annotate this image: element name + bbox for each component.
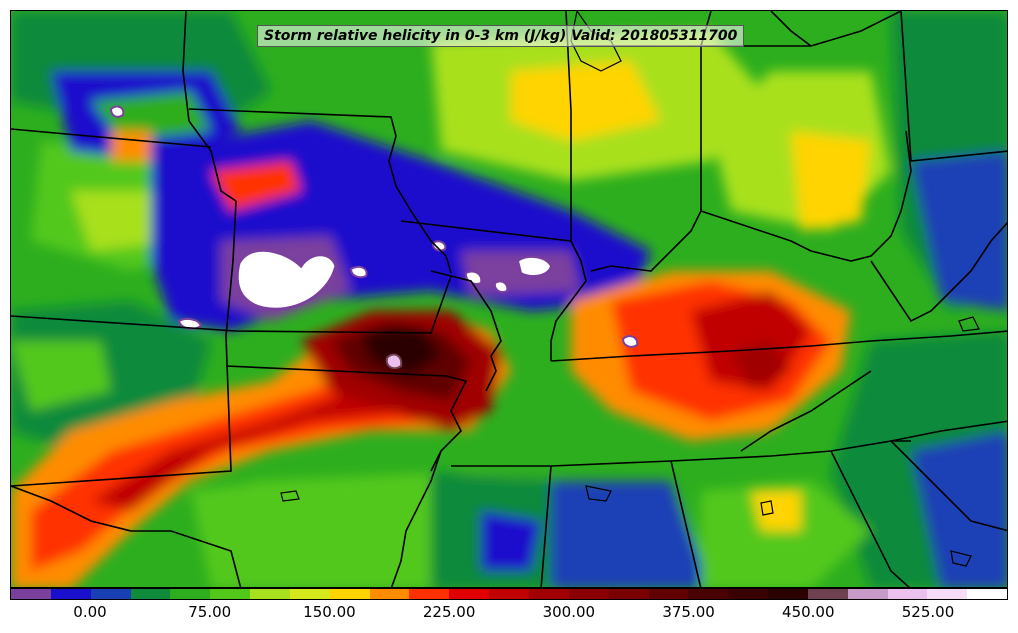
colorbar-ticks: 0.00 75.00 150.00 225.00 300.00 375.00 450.00 5… xyxy=(10,600,1008,630)
colorbar-swatch xyxy=(11,589,51,599)
colorbar-swatch xyxy=(768,589,808,599)
colorbar-swatch xyxy=(807,589,848,599)
map-canvas xyxy=(11,11,1007,587)
colorbar-swatch xyxy=(967,589,1008,599)
map-title: Storm relative helicity in 0-3 km (J/kg)… xyxy=(257,25,745,47)
colorbar-swatch xyxy=(250,589,290,599)
colorbar-tick-label: 150.00 xyxy=(303,603,356,621)
colorbar-swatch xyxy=(210,589,251,599)
colorbar-swatch xyxy=(369,589,410,599)
colorbar-swatch xyxy=(409,589,450,599)
colorbar-tick-label: 375.00 xyxy=(662,603,715,621)
state-borders xyxy=(11,11,1007,587)
colorbar-tick-label: 225.00 xyxy=(422,603,476,621)
colorbar xyxy=(10,588,1008,600)
colorbar-swatch xyxy=(728,589,769,599)
colorbar-swatch xyxy=(927,589,968,599)
colorbar-swatch xyxy=(688,589,729,599)
helicity-map[interactable]: Storm relative helicity in 0-3 km (J/kg)… xyxy=(10,10,1008,588)
colorbar-swatch xyxy=(847,589,888,599)
colorbar-tick-label: 0.00 xyxy=(73,603,107,621)
colorbar-swatch xyxy=(329,589,370,599)
colorbar-tick-label: 525.00 xyxy=(901,603,955,621)
colorbar-tick-label: 450.00 xyxy=(782,603,835,621)
colorbar-tick-label: 300.00 xyxy=(542,603,596,621)
colorbar-swatch xyxy=(50,589,91,599)
colorbar-swatch xyxy=(528,589,569,599)
colorbar-swatch xyxy=(648,589,689,599)
colorbar-swatch xyxy=(568,589,609,599)
colorbar-swatch xyxy=(90,589,131,599)
helicity-fill-layer xyxy=(11,11,1007,587)
colorbar-swatch xyxy=(289,589,330,599)
colorbar-swatch xyxy=(130,589,171,599)
colorbar-swatch xyxy=(489,589,529,599)
high-value-spots xyxy=(109,105,639,370)
colorbar-swatch xyxy=(608,589,649,599)
colorbar-tick-label: 75.00 xyxy=(188,603,232,621)
colorbar-swatch xyxy=(170,589,211,599)
colorbar-swatch xyxy=(449,589,490,599)
colorbar-swatch xyxy=(887,589,928,599)
